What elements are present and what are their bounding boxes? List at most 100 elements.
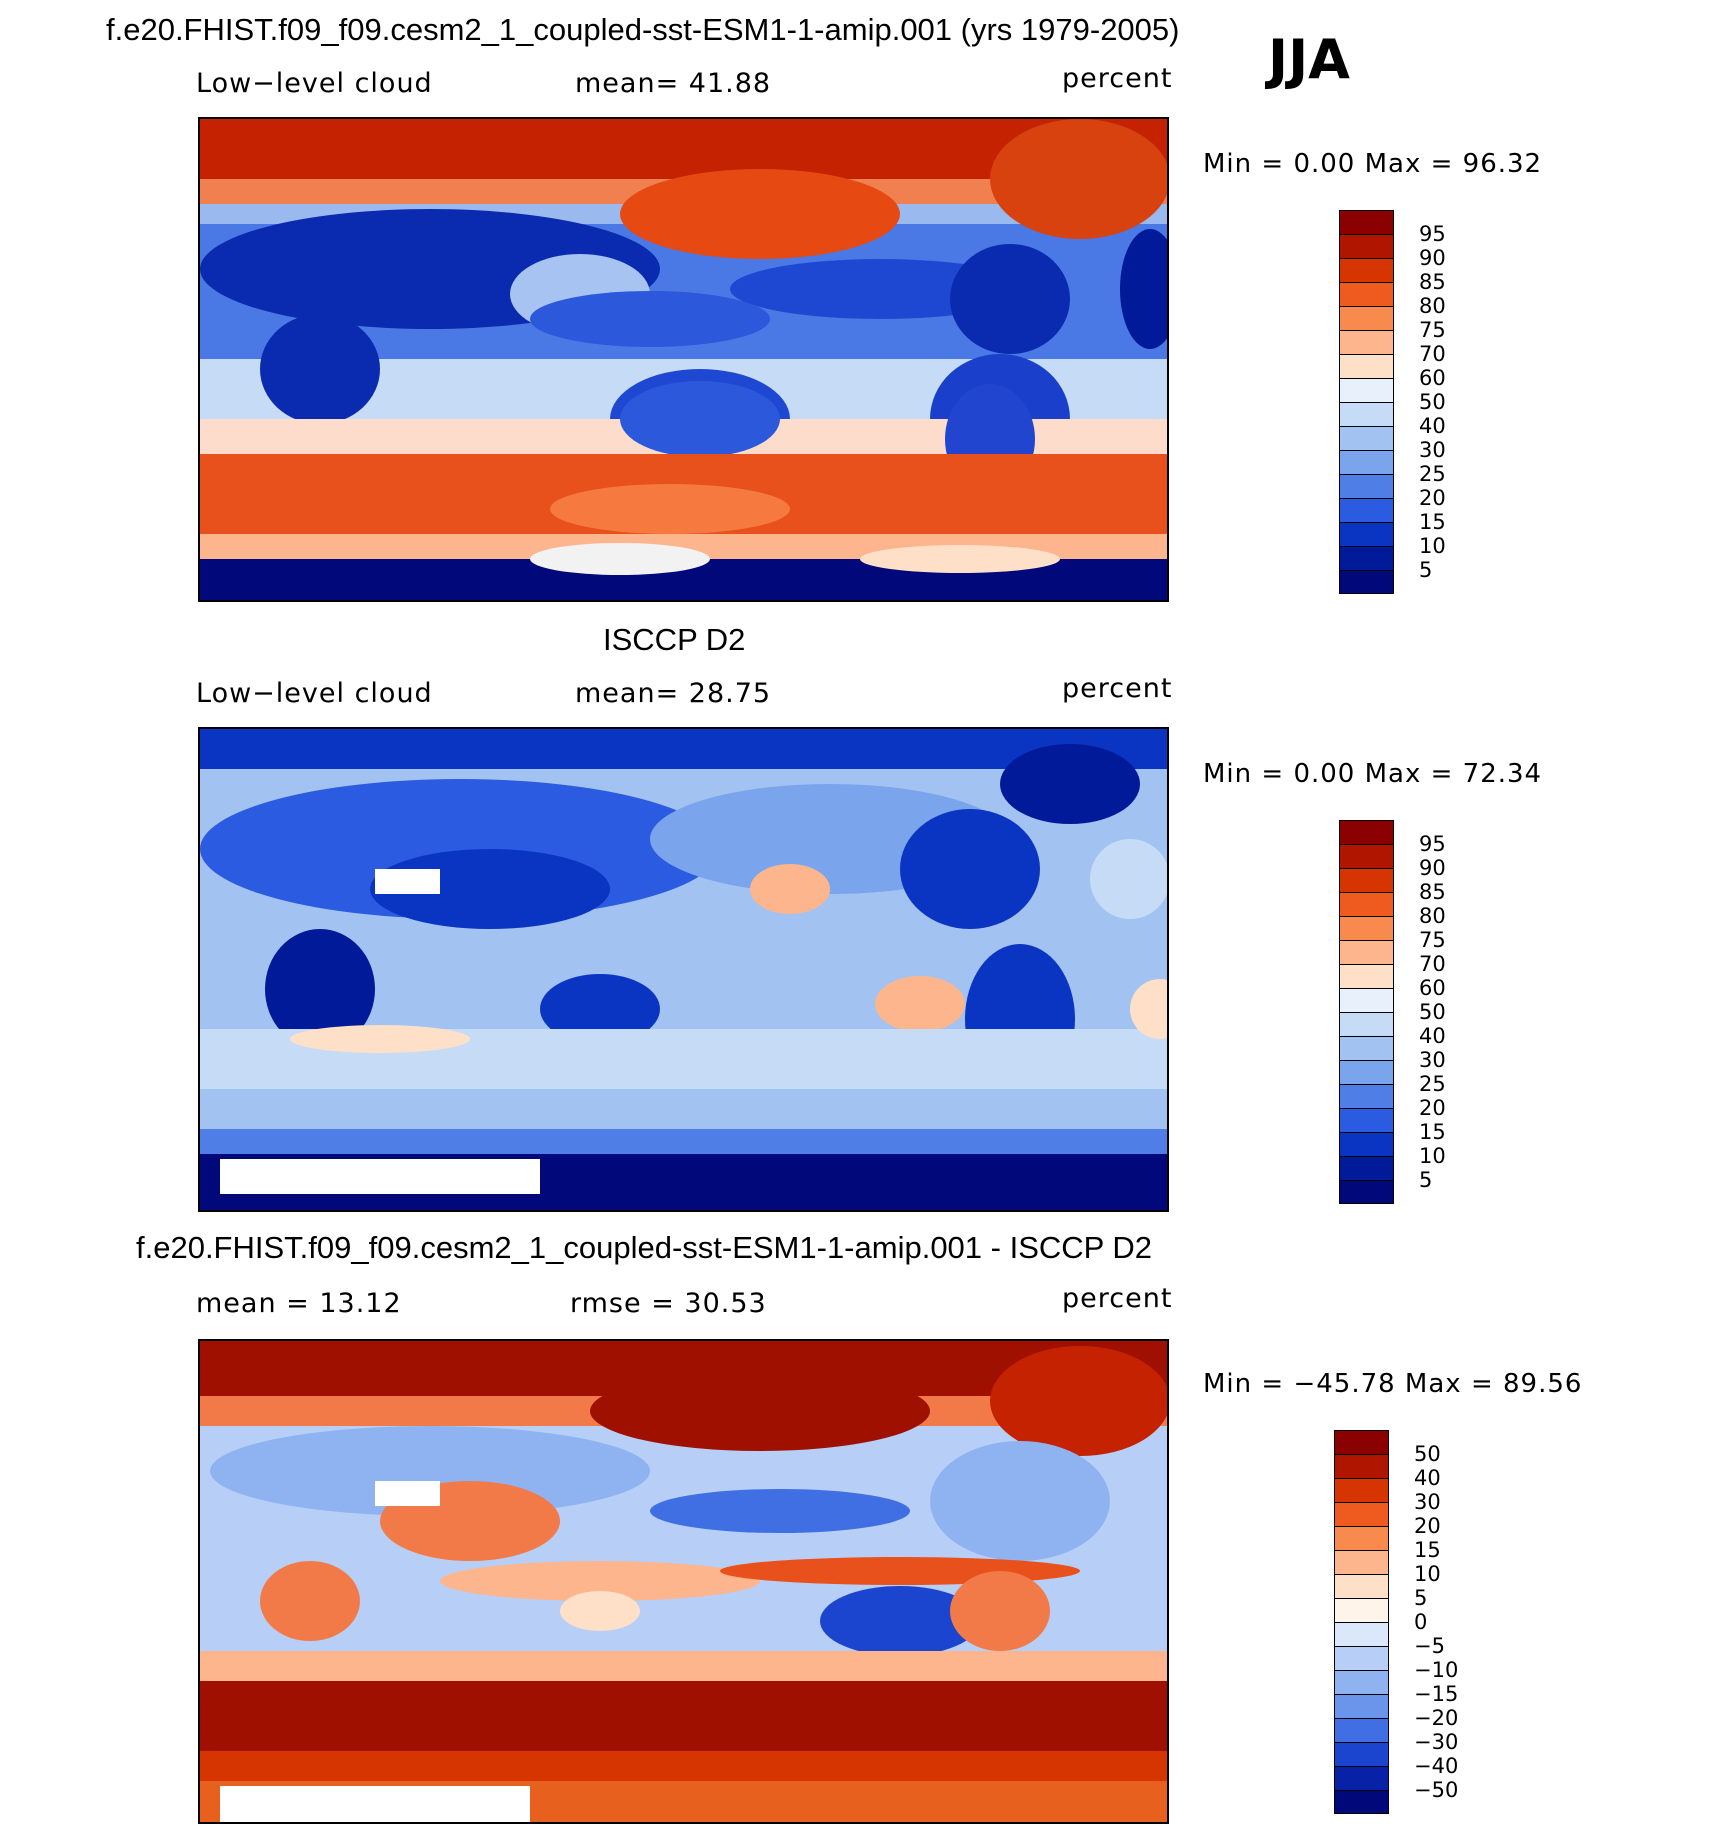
colorbar-swatch: [1339, 892, 1394, 916]
diff-minmax-label: Min = −45.78 Max = 89.56: [1203, 1369, 1583, 1399]
model-variable-label: Low−level cloud: [196, 68, 433, 99]
colorbar-swatch: [1339, 1180, 1394, 1204]
diff-units-label: percent: [1062, 1283, 1173, 1314]
colorbar-tick-label: −50: [1414, 1778, 1459, 1802]
colorbar-tick-label: 95: [1419, 832, 1446, 856]
season-label: JJA: [1268, 28, 1350, 91]
colorbar-tick-label: 60: [1419, 976, 1446, 1000]
colorbar-swatch: [1334, 1502, 1389, 1526]
colorbar-tick-label: 20: [1419, 1096, 1446, 1120]
colorbar-tick-label: 30: [1414, 1490, 1441, 1514]
model-panel-title: f.e20.FHIST.f09_f09.cesm2_1_coupled-sst-…: [106, 12, 1180, 47]
colorbar-swatch: [1339, 258, 1394, 282]
colorbar-swatch: [1339, 916, 1394, 940]
colorbar-swatch: [1334, 1550, 1389, 1574]
colorbar-swatch: [1339, 940, 1394, 964]
colorbar-tick-label: 25: [1419, 1072, 1446, 1096]
colorbar-swatch: [1339, 1036, 1394, 1060]
colorbar-swatch: [1334, 1766, 1389, 1790]
colorbar-swatch: [1339, 498, 1394, 522]
diff-cloud-map: [198, 1339, 1169, 1824]
colorbar-tick-label: −5: [1414, 1634, 1445, 1658]
colorbar-tick-label: 10: [1419, 1144, 1446, 1168]
colorbar-tick-label: 0: [1414, 1610, 1428, 1634]
colorbar-tick-label: −40: [1414, 1754, 1459, 1778]
colorbar-tick-label: 95: [1419, 222, 1446, 246]
colorbar-tick-label: 90: [1419, 246, 1446, 270]
colorbar-tick-label: −30: [1414, 1730, 1459, 1754]
colorbar-swatch: [1339, 1012, 1394, 1036]
obs-units-label: percent: [1062, 673, 1173, 704]
colorbar-swatch: [1339, 1132, 1394, 1156]
colorbar-swatch: [1339, 988, 1394, 1012]
colorbar-tick-label: 10: [1414, 1562, 1441, 1586]
colorbar-swatch: [1339, 426, 1394, 450]
colorbar-swatch: [1334, 1478, 1389, 1502]
model-mean-label: mean= 41.88: [575, 68, 772, 99]
colorbar-tick-label: 15: [1419, 1120, 1446, 1144]
colorbar-tick-label: 5: [1419, 1168, 1433, 1192]
colorbar-tick-label: 60: [1419, 366, 1446, 390]
colorbar-swatch: [1339, 964, 1394, 988]
colorbar-tick-label: 75: [1419, 318, 1446, 342]
colorbar-tick-label: −15: [1414, 1682, 1459, 1706]
colorbar-tick-label: 30: [1419, 438, 1446, 462]
obs-panel-title: ISCCP D2: [603, 622, 746, 657]
colorbar-tick-label: 70: [1419, 952, 1446, 976]
colorbar-tick-label: 5: [1419, 558, 1433, 582]
diff-panel-title: f.e20.FHIST.f09_f09.cesm2_1_coupled-sst-…: [136, 1230, 1153, 1265]
colorbar-tick-label: 25: [1419, 462, 1446, 486]
colorbar-swatch: [1334, 1598, 1389, 1622]
colorbar-swatch: [1339, 402, 1394, 426]
colorbar-swatch: [1334, 1790, 1389, 1814]
obs-mean-label: mean= 28.75: [575, 678, 772, 709]
colorbar-swatch: [1339, 1156, 1394, 1180]
colorbar-tick-label: 10: [1419, 534, 1446, 558]
colorbar-tick-label: 80: [1419, 294, 1446, 318]
colorbar-swatch: [1334, 1742, 1389, 1766]
colorbar-swatch: [1334, 1622, 1389, 1646]
colorbar-tick-label: 85: [1419, 880, 1446, 904]
colorbar-swatch: [1339, 354, 1394, 378]
colorbar-swatch: [1339, 474, 1394, 498]
colorbar-swatch: [1339, 234, 1394, 258]
colorbar-tick-label: −20: [1414, 1706, 1459, 1730]
colorbar-swatch: [1339, 868, 1394, 892]
diff-mean-label: mean = 13.12: [196, 1288, 402, 1319]
colorbar-swatch: [1339, 450, 1394, 474]
colorbar-tick-label: 50: [1419, 390, 1446, 414]
obs-cloud-map: [198, 727, 1169, 1212]
colorbar-tick-label: −10: [1414, 1658, 1459, 1682]
colorbar-tick-label: 85: [1419, 270, 1446, 294]
colorbar-tick-label: 90: [1419, 856, 1446, 880]
colorbar-tick-label: 40: [1419, 414, 1446, 438]
colorbar-swatch: [1334, 1646, 1389, 1670]
colorbar-swatch: [1334, 1718, 1389, 1742]
colorbar-swatch: [1339, 1108, 1394, 1132]
colorbar-tick-label: 50: [1414, 1442, 1441, 1466]
model-cloud-map: [198, 117, 1169, 602]
colorbar-tick-label: 40: [1419, 1024, 1446, 1048]
obs-variable-label: Low−level cloud: [196, 678, 433, 709]
diff-rmse-label: rmse = 30.53: [570, 1288, 767, 1319]
colorbar-tick-label: 20: [1419, 486, 1446, 510]
colorbar-swatch: [1339, 546, 1394, 570]
colorbar-swatch: [1334, 1574, 1389, 1598]
model-units-label: percent: [1062, 63, 1173, 94]
colorbar-swatch: [1334, 1670, 1389, 1694]
colorbar-swatch: [1339, 1060, 1394, 1084]
colorbar-tick-label: 5: [1414, 1586, 1428, 1610]
colorbar-swatch: [1339, 570, 1394, 594]
colorbar-swatch: [1339, 522, 1394, 546]
colorbar-tick-label: 50: [1419, 1000, 1446, 1024]
colorbar-tick-label: 70: [1419, 342, 1446, 366]
colorbar-swatch: [1334, 1694, 1389, 1718]
colorbar-swatch: [1339, 844, 1394, 868]
colorbar-tick-label: 30: [1419, 1048, 1446, 1072]
colorbar-swatch: [1339, 378, 1394, 402]
colorbar-tick-label: 15: [1419, 510, 1446, 534]
colorbar-swatch: [1339, 1084, 1394, 1108]
colorbar-tick-label: 80: [1419, 904, 1446, 928]
colorbar-swatch: [1334, 1454, 1389, 1478]
model-minmax-label: Min = 0.00 Max = 96.32: [1203, 149, 1543, 179]
